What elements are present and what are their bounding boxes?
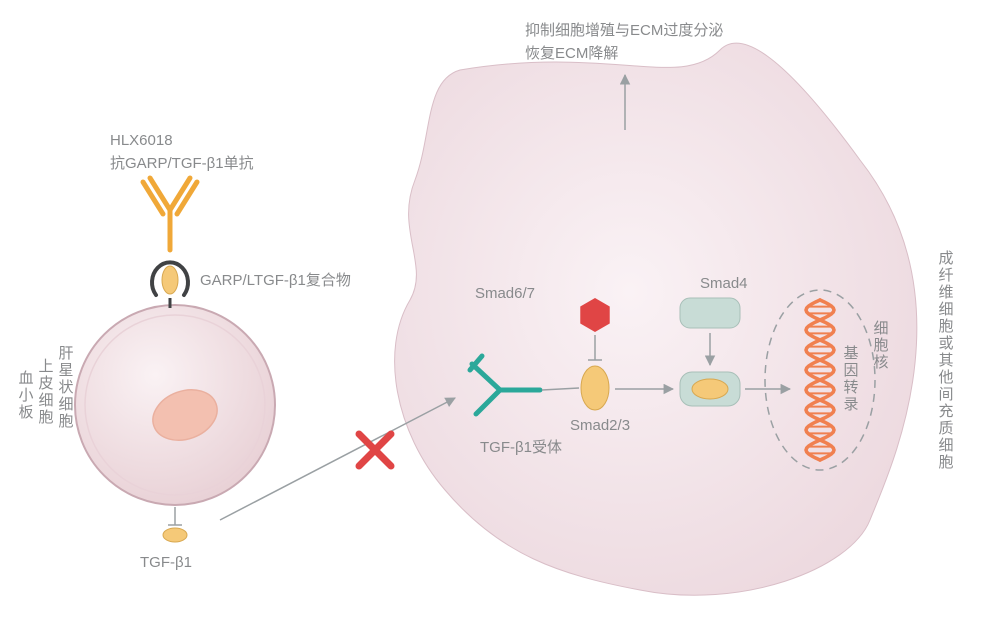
smad4-label: Smad4 <box>700 275 748 292</box>
tgfb1-label: TGF-β1 <box>140 554 192 571</box>
left-v1: 肝星状细胞 <box>57 345 74 430</box>
merge-inner-oval <box>692 379 728 399</box>
left-v2: 上皮细胞 <box>37 358 54 426</box>
smad4-rect <box>680 298 740 328</box>
tgfb1-oval <box>163 528 187 542</box>
antibody-label-2: 抗GARP/TGF-β1单抗 <box>110 155 254 172</box>
left-v3: 血小板 <box>17 370 34 421</box>
top-label-1: 抑制细胞增殖与ECM过度分泌 <box>525 22 723 39</box>
nucleus-label: 细胞核 <box>872 320 889 371</box>
smad67-label: Smad6/7 <box>475 285 535 302</box>
antibody-icon <box>143 178 197 250</box>
fibroblast-cell <box>395 43 917 595</box>
gene-label: 基因转录 <box>842 345 859 413</box>
tgfb1-receptor-label: TGF-β1受体 <box>480 439 562 456</box>
ltgfb1-oval <box>162 266 178 294</box>
smad23-label: Smad2/3 <box>570 417 630 434</box>
garp-complex-label: GARP/LTGF-β1复合物 <box>200 271 351 289</box>
top-label-2: 恢复ECM降解 <box>525 44 618 62</box>
smad23-oval <box>581 366 609 410</box>
antibody-label-1: HLX6018 <box>110 132 173 149</box>
right-v: 成纤维细胞或其他间充质细胞 <box>937 250 954 471</box>
